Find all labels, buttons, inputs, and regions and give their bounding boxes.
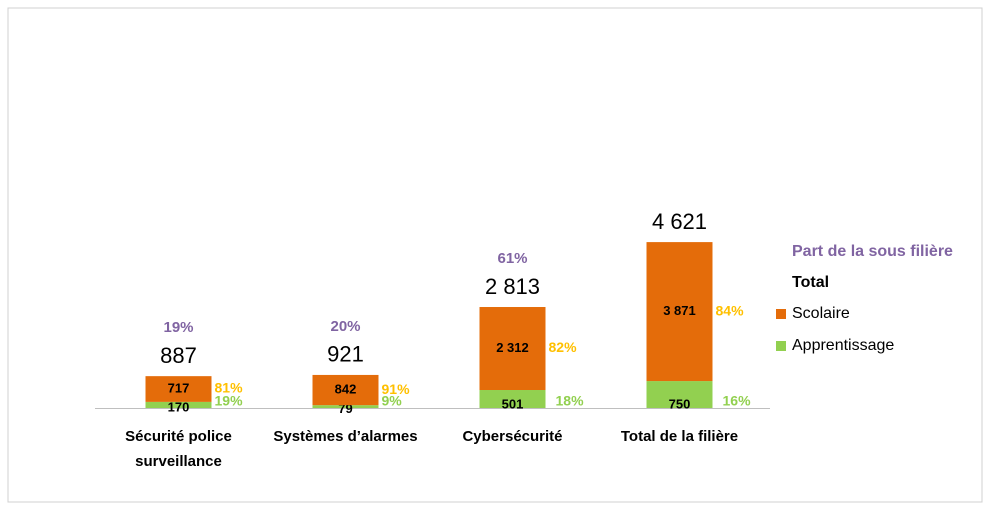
total-label: 887: [160, 343, 197, 368]
percent-label: 9%: [382, 393, 403, 409]
percent-label: 82%: [549, 339, 578, 355]
bar-segment: [312, 405, 379, 408]
legend-swatch: [776, 341, 786, 351]
legend-label: Apprentissage: [792, 337, 894, 354]
bar-segment: [646, 242, 713, 382]
percent-label: 16%: [723, 393, 752, 409]
x-tick-label: Systèmes d’alarmes: [273, 428, 417, 445]
x-tick-label: Total de la filière: [621, 428, 738, 445]
share-label: 61%: [497, 250, 527, 267]
percent-label: 91%: [382, 381, 411, 397]
legend-label: Scolaire: [792, 305, 850, 322]
data-label: 717: [168, 380, 190, 395]
total-label: 921: [327, 342, 364, 367]
data-label: 750: [669, 396, 691, 411]
chart-frame: [7, 7, 983, 503]
x-tick-label: Sécurité police: [125, 428, 232, 445]
bar-segment: [312, 374, 379, 406]
total-label: 4 621: [652, 209, 707, 234]
data-label: 842: [335, 381, 357, 396]
data-label: 501: [502, 396, 524, 411]
legend-swatch: [776, 309, 786, 319]
x-tick-label: surveillance: [135, 453, 222, 470]
bar-segment: [479, 390, 546, 408]
percent-label: 84%: [716, 302, 745, 318]
legend-label: Total: [792, 274, 829, 291]
total-label: 2 813: [485, 274, 540, 299]
bar-segment: [646, 381, 713, 408]
x-tick-label: Cybersécurité: [462, 428, 562, 445]
data-label: 2 312: [496, 340, 529, 355]
data-label: 170: [168, 399, 190, 414]
bar-segment: [479, 307, 546, 391]
percent-label: 81%: [215, 380, 244, 396]
legend-label: Part de la sous filière: [792, 243, 953, 260]
percent-label: 18%: [556, 393, 585, 409]
share-label: 19%: [163, 319, 193, 336]
bar-segment: [145, 401, 212, 408]
data-label: 3 871: [663, 303, 696, 318]
percent-label: 19%: [215, 393, 244, 409]
share-label: 20%: [330, 318, 360, 335]
bar-segment: [145, 376, 212, 402]
